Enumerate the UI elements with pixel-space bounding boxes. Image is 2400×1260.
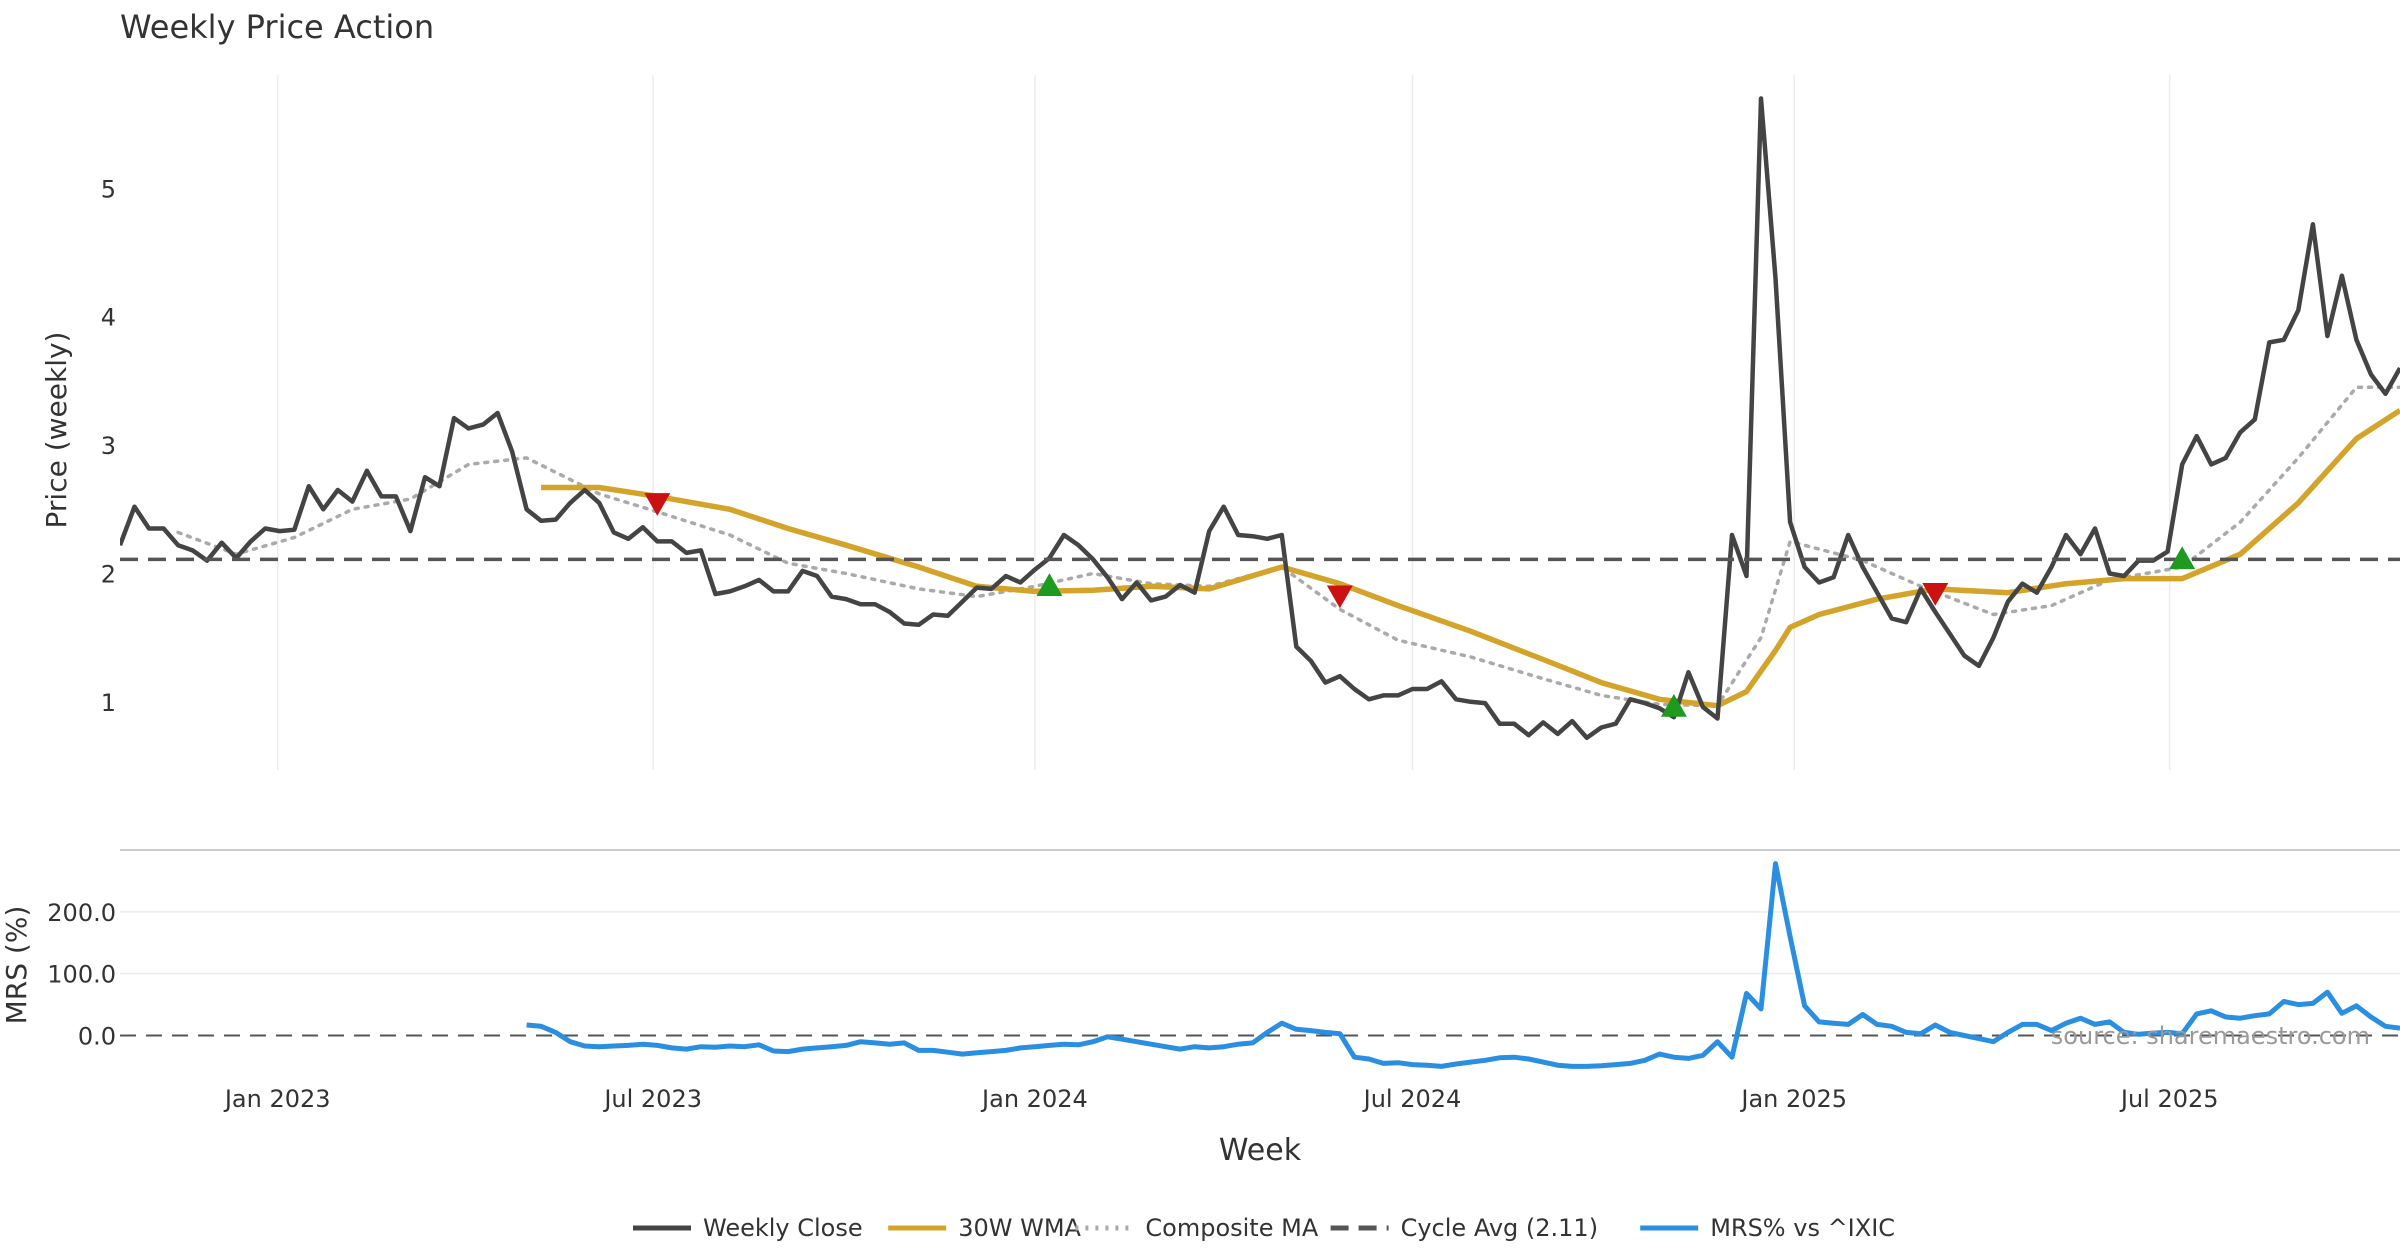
mrs-panel-gridlines xyxy=(120,911,2400,1037)
price-panel-plot xyxy=(120,96,2400,741)
sell-signal-marker xyxy=(644,493,671,516)
legend-label-composite-ma: Composite MA xyxy=(1145,1214,1318,1242)
x-axis-ticks: Jan 2023 Jul 2023 Jan 2024 Jul 2024 Jan 2025… xyxy=(223,1085,2219,1113)
signal-markers xyxy=(644,493,2196,717)
legend-label-mrs-vs-ixic: MRS% vs ^IXIC xyxy=(1710,1214,1895,1242)
buy-signal-marker xyxy=(1036,573,1063,597)
x-tick-label-jan-2023: Jan 2023 xyxy=(223,1085,331,1113)
source-annotation: source: sharemaestro.com xyxy=(2051,1022,2370,1050)
legend-label-cycle-avg-2-11: Cycle Avg (2.11) xyxy=(1401,1214,1598,1242)
sell-signal-marker xyxy=(1326,585,1353,609)
mrs-panel-y-ticks: 0.0 100.0 200.0 xyxy=(47,899,116,1051)
mrs-panel-plot xyxy=(526,861,2400,1069)
legend: Weekly Close 30W WMA Composite MA Cycle Avg… xyxy=(633,1214,1895,1242)
sell-signal-marker xyxy=(1922,582,1949,606)
series-weekly-close-line xyxy=(120,96,2400,741)
price-y-tick-5: 5 xyxy=(101,175,116,203)
legend-label-30w-wma: 30W WMA xyxy=(958,1214,1081,1242)
price-y-tick-1: 1 xyxy=(101,689,116,717)
mrs-y-tick-0-0: 0.0 xyxy=(78,1023,116,1051)
x-tick-label-jul-2024: Jul 2024 xyxy=(1362,1085,1462,1113)
chart-title: Weekly Price Action xyxy=(120,8,434,46)
price-y-tick-2: 2 xyxy=(101,560,116,588)
x-axis-label: Week xyxy=(1219,1133,1302,1168)
price-y-tick-3: 3 xyxy=(101,432,116,460)
mrs-y-tick-200-0: 200.0 xyxy=(47,899,116,927)
price-y-axis-label: Price (weekly) xyxy=(40,332,73,529)
x-tick-label-jan-2024: Jan 2024 xyxy=(980,1085,1088,1113)
price-panel-gridlines xyxy=(276,75,2171,770)
x-tick-label-jul-2023: Jul 2023 xyxy=(602,1085,702,1113)
legend-label-weekly-close: Weekly Close xyxy=(703,1214,863,1242)
mrs-y-axis-label: MRS (%) xyxy=(0,906,33,1025)
mrs-y-tick-100-0: 100.0 xyxy=(47,961,116,989)
x-tick-label-jul-2025: Jul 2025 xyxy=(2119,1085,2219,1113)
series-composite-ma-line xyxy=(176,385,2400,708)
price-y-tick-4: 4 xyxy=(101,304,116,332)
price-panel-y-ticks: 1 2 3 4 5 xyxy=(101,175,116,716)
series-mrs-vs-ixic-line xyxy=(526,861,2400,1069)
series-30w-wma-line xyxy=(541,408,2400,709)
buy-signal-marker xyxy=(1660,693,1687,717)
x-tick-label-jan-2025: Jan 2025 xyxy=(1739,1085,1847,1113)
buy-signal-marker xyxy=(2169,546,2196,570)
